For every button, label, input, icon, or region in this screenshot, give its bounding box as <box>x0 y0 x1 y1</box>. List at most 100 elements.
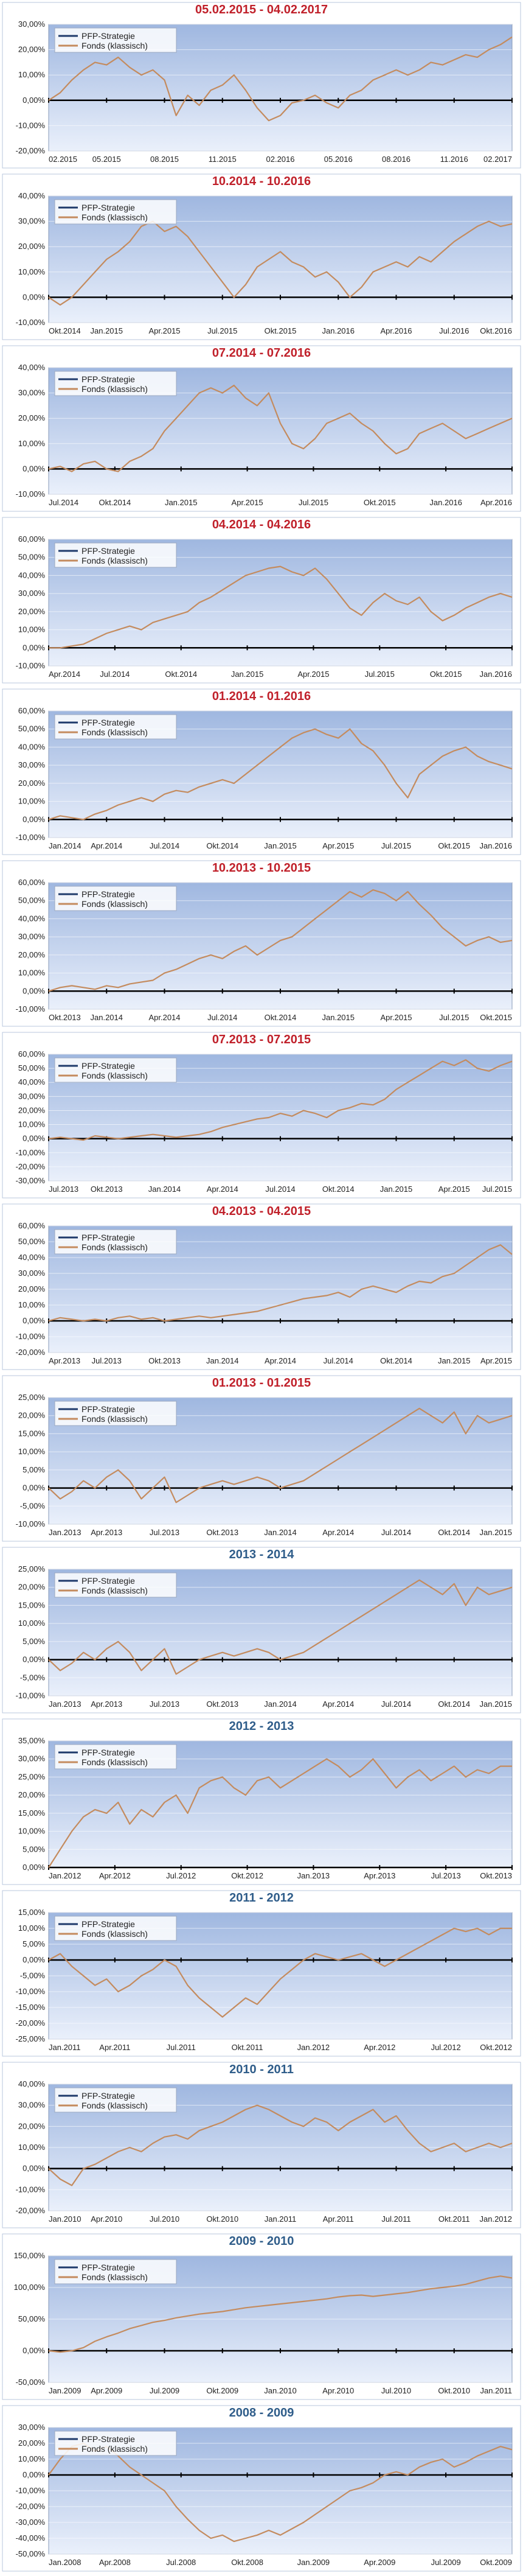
legend-entry: PFP-Strategie <box>81 889 135 899</box>
chart-panel-13: 2010 - 2011 -20,00% -10,00% 0,00% 10,00% 20,0… <box>0 2060 523 2231</box>
x-tick-label: Jan.2015 <box>480 1699 513 1709</box>
x-tick-label: Apr.2010 <box>91 2214 122 2224</box>
panel-frame <box>2 345 521 512</box>
chart-svg: 2011 - 2012 -25,00% -20,00% -15,00% -10,00% -… <box>2 1890 521 2057</box>
x-tick-label: Jul.2012 <box>431 2043 461 2052</box>
chart-svg: 10.2014 - 10.2016 -10,00% 0,00% 10,00% 20,00… <box>2 173 521 340</box>
y-tick-label: 0,00% <box>23 1863 45 1872</box>
x-tick-label: Okt.2015 <box>364 498 396 507</box>
series-line-fonds <box>48 1244 513 1322</box>
y-tick-label: 20,00% <box>18 1790 46 1799</box>
y-tick-label: -30,00% <box>16 2518 46 2527</box>
y-tick-label: 20,00% <box>18 2438 46 2448</box>
chart-title: 07.2014 - 07.2016 <box>212 346 311 360</box>
y-tick-label: -30,00% <box>16 1176 46 1185</box>
y-tick-label: -10,00% <box>16 121 46 130</box>
x-tick-label: Jan.2016 <box>322 326 355 335</box>
x-tick-label: Okt.2013 <box>91 1185 123 1194</box>
x-tick-label: Apr.2015 <box>438 1185 470 1194</box>
y-tick-label: 10,00% <box>18 1300 46 1309</box>
panel-frame <box>2 1032 521 1199</box>
y-tick-label: 10,00% <box>18 1120 46 1129</box>
x-tick-label: Okt.2008 <box>231 2558 263 2567</box>
x-tick-label: Jul.2010 <box>150 2214 179 2224</box>
panel-frame <box>2 2233 521 2400</box>
y-tick-label: 50,00% <box>18 1063 46 1073</box>
y-tick-label: 50,00% <box>18 724 46 733</box>
y-tick-label: -10,00% <box>16 1004 46 1013</box>
y-tick-label: 0,00% <box>23 1483 45 1493</box>
x-tick-label: Jan.2012 <box>297 2043 330 2052</box>
y-tick-label: -50,00% <box>16 2549 46 2558</box>
y-tick-label: 0,00% <box>23 1955 45 1964</box>
x-tick-label: Jan.2016 <box>429 498 462 507</box>
x-tick-label: Jan.2016 <box>480 841 513 850</box>
legend-box <box>54 27 177 53</box>
chart-panel-1: 05.02.2015 - 04.02.2017 -20,00% -10,00% 0,0… <box>0 0 523 172</box>
legend-box <box>54 199 177 225</box>
y-tick-label: 20,00% <box>18 1583 46 1592</box>
x-tick-label: Jul.2015 <box>482 1185 512 1194</box>
y-tick-label: -20,00% <box>16 2206 46 2215</box>
series-line-fonds <box>48 1758 512 1868</box>
x-tick-label: Jul.2014 <box>150 841 179 850</box>
x-tick-label: Apr.2012 <box>99 1871 131 1880</box>
x-tick-label: Jan.2013 <box>49 1528 81 1537</box>
x-tick-label: 11.2016 <box>440 155 468 164</box>
x-tick-label: Okt.2014 <box>265 1013 297 1022</box>
x-tick-label: Jan.2014 <box>264 1528 297 1537</box>
x-tick-label: Jul.2013 <box>431 1871 461 1880</box>
x-tick-label: Apr.2015 <box>322 841 354 850</box>
legend-entry: Fonds (klassisch) <box>81 1929 148 1939</box>
legend-box <box>54 2087 177 2113</box>
y-tick-label: -10,00% <box>16 2185 46 2194</box>
y-tick-label: 30,00% <box>18 1754 46 1763</box>
x-tick-label: 02.2015 <box>49 155 77 164</box>
y-tick-label: -5,00% <box>20 1501 46 1510</box>
x-tick-label: 11.2015 <box>209 155 237 164</box>
x-tick-label: Okt.2014 <box>206 841 238 850</box>
x-tick-label: Apr.2014 <box>148 1013 180 1022</box>
panel-frame <box>2 1203 521 1370</box>
y-tick-label: 30,00% <box>18 932 46 941</box>
x-tick-label: Jan.2015 <box>165 498 198 507</box>
y-tick-label: 25,00% <box>18 1564 46 1573</box>
y-tick-label: 0,00% <box>23 1134 45 1143</box>
y-tick-label: 35,00% <box>18 1736 46 1745</box>
x-tick-label: Apr.2009 <box>91 2386 122 2395</box>
y-tick-label: 20,00% <box>18 1411 46 1420</box>
y-tick-label: 150,00% <box>14 2251 46 2260</box>
panel-frame <box>2 2 521 169</box>
x-tick-label: 08.2016 <box>382 155 410 164</box>
y-tick-label: 0,00% <box>23 1655 45 1664</box>
panel-frame <box>2 1547 521 1713</box>
y-tick-label: 0,00% <box>23 986 45 995</box>
y-tick-label: 5,00% <box>23 1637 45 1646</box>
y-tick-label: 50,00% <box>18 2314 46 2323</box>
chart-panel-11: 2012 - 2013 0,00% 5,00% 10,00% 15,00% 20,00% 2… <box>0 1717 523 1888</box>
y-tick-label: 10,00% <box>18 70 46 79</box>
y-tick-label: -20,00% <box>16 146 46 155</box>
x-tick-label: Jan.2014 <box>49 841 81 850</box>
y-tick-label: -10,00% <box>16 1987 46 1996</box>
y-tick-label: 10,00% <box>18 2454 46 2463</box>
x-tick-label: Jul.2014 <box>100 670 130 679</box>
panel-frame <box>2 173 521 340</box>
chart-title: 07.2013 - 07.2015 <box>212 1033 311 1046</box>
x-tick-label: Okt.2012 <box>231 1871 263 1880</box>
y-tick-label: -5,00% <box>20 1673 46 1682</box>
chart-title: 05.02.2015 - 04.02.2017 <box>195 3 328 16</box>
x-tick-label: Jan.2010 <box>264 2386 297 2395</box>
x-tick-label: Jan.2011 <box>480 2386 512 2395</box>
y-tick-label: 0,00% <box>23 2470 45 2479</box>
legend-entry: Fonds (klassisch) <box>81 384 148 394</box>
x-tick-label: Okt.2014 <box>322 1185 355 1194</box>
x-tick-label: Apr.2015 <box>380 1013 412 1022</box>
y-tick-label: 30,00% <box>18 388 46 397</box>
